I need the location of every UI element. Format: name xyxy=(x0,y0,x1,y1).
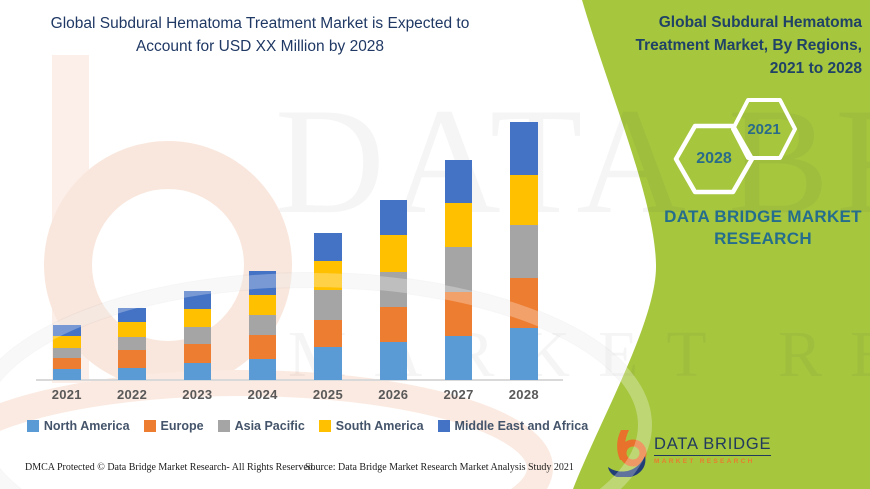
bar-segment-2027-south-america xyxy=(444,203,473,247)
x-axis-tick-2026: 2026 xyxy=(378,387,409,402)
x-axis-tick-2027: 2027 xyxy=(443,387,474,402)
legend-item-north-america: North America xyxy=(26,419,130,433)
legend-swatch-icon xyxy=(217,420,230,432)
legend-swatch-icon xyxy=(26,420,39,432)
bar-segment-2025-north-america xyxy=(314,347,342,380)
bar-segment-2027-middle-east-and-africa xyxy=(444,160,473,203)
legend-label: Middle East and Africa xyxy=(454,419,589,433)
bar-segment-2024-asia-pacific xyxy=(248,315,277,335)
bar-segment-2022-south-america xyxy=(118,322,146,337)
side-brand-line1: DATA BRIDGE MARKET xyxy=(664,207,862,226)
chart-title: Global Subdural Hematoma Treatment Marke… xyxy=(18,13,502,58)
x-axis-tick-2028: 2028 xyxy=(508,387,539,402)
hexagon-year-2028: 2028 xyxy=(696,150,732,167)
bar-segment-2025-south-america xyxy=(314,261,342,290)
legend-item-middle-east-and-africa: Middle East and Africa xyxy=(437,419,589,433)
bar-segment-2026-south-america xyxy=(379,235,407,272)
bar-segment-2028-middle-east-and-africa xyxy=(510,122,538,175)
bar-segment-2022-north-america xyxy=(118,368,146,380)
side-title-line3: 2021 to 2028 xyxy=(769,60,862,77)
source-note: Source: Data Bridge Market Research Mark… xyxy=(305,462,574,473)
bar-segment-2022-middle-east-and-africa xyxy=(118,308,146,322)
bar-segment-2025-asia-pacific xyxy=(314,290,342,320)
bar-segment-2023-north-america xyxy=(183,363,212,380)
bar-segment-2028-asia-pacific xyxy=(510,225,538,278)
side-brand-line2: RESEARCH xyxy=(714,229,812,248)
bar-segment-2028-south-america xyxy=(510,175,538,225)
bar-segment-2027-europe xyxy=(444,292,473,336)
bar-segment-2024-europe xyxy=(248,335,277,359)
side-panel-title: Global Subdural Hematoma Treatment Marke… xyxy=(602,11,862,80)
bar-segment-2022-asia-pacific xyxy=(118,337,146,350)
side-title-line2: Treatment Market, By Regions, xyxy=(635,37,862,54)
legend-swatch-icon xyxy=(143,420,156,432)
bar-segment-2026-asia-pacific xyxy=(379,272,407,307)
legend-item-asia-pacific: Asia Pacific xyxy=(217,419,305,433)
bar-segment-2024-south-america xyxy=(248,295,277,315)
legend-swatch-icon xyxy=(437,420,450,432)
databridge-logo-icon xyxy=(608,430,647,477)
dmca-notice: DMCA Protected © Data Bridge Market Rese… xyxy=(25,462,316,473)
side-brand-caption: DATA BRIDGE MARKET RESEARCH xyxy=(663,206,863,250)
bar-segment-2028-north-america xyxy=(510,328,538,380)
legend-label: South America xyxy=(335,419,424,433)
bar-segment-2024-middle-east-and-africa xyxy=(248,271,277,295)
legend-label: North America xyxy=(43,419,130,433)
bar-segment-2021-north-america xyxy=(53,369,81,380)
bar-segment-2021-asia-pacific xyxy=(53,348,81,358)
bar-segment-2024-north-america xyxy=(248,359,277,380)
side-title-line1: Global Subdural Hematoma xyxy=(658,14,862,31)
x-axis-tick-2022: 2022 xyxy=(116,387,148,402)
legend-item-europe: Europe xyxy=(143,419,204,433)
x-axis-tick-2025: 2025 xyxy=(312,387,343,402)
bar-segment-2026-middle-east-and-africa xyxy=(379,200,407,235)
bar-segment-2023-south-america xyxy=(183,309,212,327)
legend-swatch-icon xyxy=(318,420,331,432)
bar-segment-2023-middle-east-and-africa xyxy=(183,291,212,309)
legend-label: Asia Pacific xyxy=(234,419,305,433)
legend-item-south-america: South America xyxy=(318,419,424,433)
hexagon-year-2021: 2021 xyxy=(747,121,781,138)
bar-segment-2027-north-america xyxy=(444,336,473,380)
x-axis-line xyxy=(36,379,563,381)
bar-segment-2021-south-america xyxy=(53,336,81,348)
databridge-footer-logo: DATA BRIDGE MARKET RESEARCH xyxy=(606,429,772,477)
bar-segment-2025-middle-east-and-africa xyxy=(314,233,342,261)
x-axis-tick-2021: 2021 xyxy=(51,387,82,402)
bar-segment-2021-middle-east-and-africa xyxy=(53,325,81,336)
chart-title-line1: Global Subdural Hematoma Treatment Marke… xyxy=(50,15,470,32)
legend-label: Europe xyxy=(160,419,204,433)
bar-segment-2023-europe xyxy=(183,344,212,363)
bar-segment-2026-europe xyxy=(379,307,407,342)
logo-wordmark: DATA BRIDGE xyxy=(654,436,772,456)
chart-legend: North America Europe Asia Pacific South Ame… xyxy=(26,419,588,433)
bar-segment-2028-europe xyxy=(510,278,538,328)
bar-segment-2022-europe xyxy=(118,350,146,368)
x-axis-tick-2024: 2024 xyxy=(247,387,278,402)
chart-title-line2: Account for USD XX Million by 2028 xyxy=(135,37,385,55)
x-axis-tick-2023: 2023 xyxy=(182,387,213,402)
logo-subtext: MARKET RESEARCH xyxy=(654,457,755,465)
bar-segment-2025-europe xyxy=(314,320,342,347)
bar-segment-2021-europe xyxy=(53,358,81,369)
bar-segment-2027-asia-pacific xyxy=(444,247,473,292)
bar-segment-2026-north-america xyxy=(379,342,407,380)
bar-segment-2023-asia-pacific xyxy=(183,327,212,344)
